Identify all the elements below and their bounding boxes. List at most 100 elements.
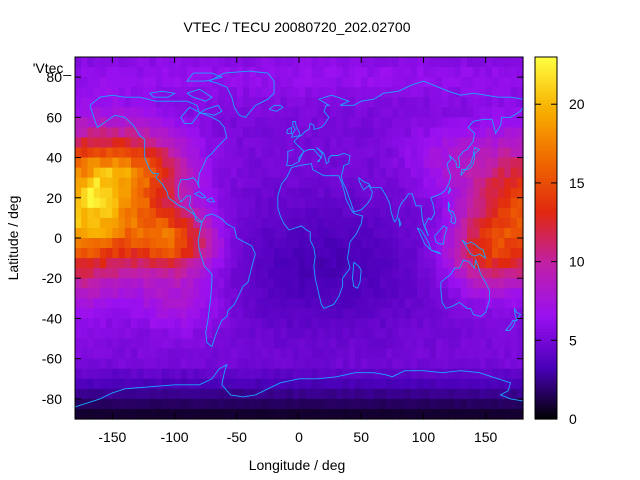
heatmap-cell <box>168 248 176 259</box>
heatmap-cell <box>379 268 387 279</box>
heatmap-cell <box>473 107 481 118</box>
heatmap-cell <box>118 157 126 169</box>
heatmap-cell <box>373 278 381 289</box>
heatmap-cell <box>218 318 225 330</box>
heatmap-cell <box>373 238 381 249</box>
heatmap-cell <box>124 308 132 320</box>
heatmap-cell <box>174 67 182 78</box>
heatmap-cell <box>386 157 393 169</box>
heatmap-cell <box>75 147 82 159</box>
heatmap-cell <box>342 278 350 289</box>
heatmap-cell <box>267 298 275 309</box>
heatmap-cell <box>187 167 194 179</box>
heatmap-cell <box>473 197 481 209</box>
heatmap-cell <box>274 328 281 340</box>
heatmap-cell <box>261 197 269 209</box>
heatmap-cell <box>131 127 138 139</box>
heatmap-cell <box>211 207 219 219</box>
heatmap-cell <box>187 368 194 380</box>
heatmap-cell <box>87 408 95 420</box>
heatmap-cell <box>131 258 138 269</box>
heatmap-cell <box>106 368 113 380</box>
heatmap-cell <box>261 288 269 299</box>
heatmap-cell <box>454 348 462 360</box>
heatmap-cell <box>124 67 132 78</box>
heatmap-cell <box>193 328 201 340</box>
heatmap-cell <box>236 318 244 330</box>
heatmap-cell <box>379 97 387 108</box>
heatmap-cell <box>367 248 375 259</box>
heatmap-cell <box>137 358 145 370</box>
heatmap-cell <box>448 288 456 299</box>
heatmap-cell <box>442 117 449 128</box>
heatmap-cell <box>81 167 89 179</box>
heatmap-cell <box>448 368 456 380</box>
heatmap-cell <box>211 298 219 309</box>
heatmap-cell <box>174 278 182 289</box>
heatmap-cell <box>479 117 487 128</box>
heatmap-cell <box>112 187 120 199</box>
colorbar-segment <box>535 376 557 381</box>
heatmap-cell <box>348 348 356 360</box>
heatmap-cell <box>386 308 393 320</box>
heatmap-cell <box>199 97 207 108</box>
heatmap-cell <box>442 238 449 249</box>
heatmap-cell <box>211 398 219 410</box>
heatmap-cell <box>323 368 331 380</box>
heatmap-cell <box>143 338 151 350</box>
heatmap-cell <box>249 328 257 340</box>
heatmap-cell <box>485 147 493 159</box>
heatmap-cell <box>398 328 406 340</box>
heatmap-cell <box>367 157 375 169</box>
heatmap-cell <box>479 388 487 400</box>
heatmap-cell <box>218 57 225 68</box>
heatmap-cell <box>236 238 244 249</box>
heatmap-cell <box>392 157 400 169</box>
heatmap-cell <box>243 177 250 189</box>
heatmap-cell <box>106 358 113 370</box>
heatmap-cell <box>174 97 182 108</box>
heatmap-cell <box>155 147 163 159</box>
heatmap-cell <box>361 97 369 108</box>
heatmap-cell <box>323 248 331 259</box>
heatmap-cell <box>75 187 82 199</box>
heatmap-cell <box>292 137 300 149</box>
heatmap-cell <box>467 77 474 88</box>
heatmap-cell <box>292 348 300 360</box>
heatmap-cell <box>473 278 481 289</box>
heatmap-cell <box>330 167 337 179</box>
heatmap-cell <box>491 177 499 189</box>
heatmap-cell <box>516 87 524 98</box>
heatmap-cell <box>280 117 288 128</box>
heatmap-cell <box>367 177 375 189</box>
heatmap-cell <box>392 57 400 68</box>
heatmap-cell <box>392 328 400 340</box>
heatmap-cell <box>435 368 443 380</box>
heatmap-cell <box>112 378 120 390</box>
heatmap-cell <box>336 187 344 199</box>
heatmap-cell <box>124 278 132 289</box>
heatmap-cell <box>286 87 294 98</box>
heatmap-cell <box>460 318 468 330</box>
heatmap-cell <box>274 338 281 350</box>
heatmap-cell <box>473 57 481 68</box>
colorbar-segment <box>535 102 557 106</box>
heatmap-cell <box>187 358 194 370</box>
heatmap-cell <box>342 248 350 259</box>
heatmap-cell <box>286 348 294 360</box>
heatmap-cell <box>274 238 281 249</box>
heatmap-cell <box>355 288 362 299</box>
heatmap-cell <box>467 187 474 199</box>
heatmap-cell <box>286 388 294 400</box>
heatmap-cell <box>305 278 313 289</box>
heatmap-cell <box>274 288 281 299</box>
heatmap-cell <box>411 398 418 410</box>
heatmap-cell <box>137 408 145 420</box>
heatmap-cell <box>75 217 82 229</box>
heatmap-cell <box>404 217 412 229</box>
heatmap-cell <box>155 388 163 400</box>
heatmap-cell <box>93 57 101 68</box>
heatmap-cell <box>355 318 362 330</box>
heatmap-cell <box>205 358 213 370</box>
heatmap-cell <box>286 298 294 309</box>
